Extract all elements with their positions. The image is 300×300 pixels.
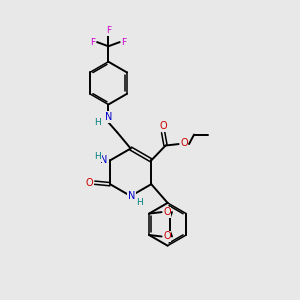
Text: N: N: [105, 112, 112, 122]
Text: H: H: [94, 152, 101, 161]
Text: O: O: [180, 139, 188, 148]
Text: N: N: [100, 155, 108, 165]
Text: O: O: [163, 207, 171, 217]
Text: H: H: [136, 198, 143, 207]
Text: O: O: [163, 232, 171, 242]
Text: F: F: [106, 26, 111, 35]
Text: O: O: [85, 178, 93, 188]
Text: F: F: [90, 38, 95, 46]
Text: H: H: [94, 118, 101, 127]
Text: N: N: [128, 191, 135, 201]
Text: O: O: [159, 121, 167, 131]
Text: F: F: [121, 38, 126, 46]
